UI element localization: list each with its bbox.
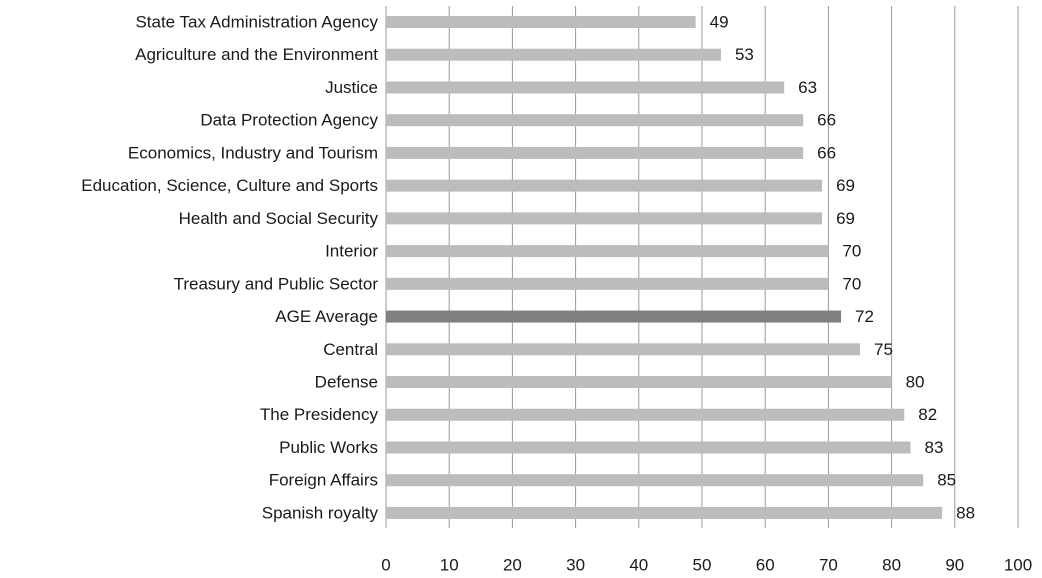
x-tick-label: 40 — [629, 555, 648, 574]
category-label: Spanish royalty — [262, 503, 379, 522]
bar — [386, 212, 823, 225]
category-label: Education, Science, Culture and Sports — [81, 176, 378, 195]
x-tick-label: 80 — [882, 555, 901, 574]
x-tick-label: 50 — [693, 555, 712, 574]
bar — [386, 343, 860, 356]
value-label: 70 — [842, 274, 861, 293]
category-label: State Tax Administration Agency — [135, 12, 378, 31]
value-label: 70 — [842, 242, 861, 261]
bar — [386, 506, 943, 519]
bar — [386, 277, 829, 290]
category-label: Health and Social Security — [179, 209, 379, 228]
value-label: 75 — [874, 340, 893, 359]
x-tick-label: 60 — [756, 555, 775, 574]
x-tick-label: 30 — [566, 555, 585, 574]
bar — [386, 474, 924, 487]
category-label: Foreign Affairs — [269, 471, 378, 490]
category-label: Public Works — [279, 438, 378, 457]
x-tick-label: 70 — [819, 555, 838, 574]
bar — [386, 146, 804, 159]
value-label: 80 — [906, 373, 925, 392]
bar — [386, 376, 892, 389]
x-tick-label: 90 — [945, 555, 964, 574]
bar — [386, 441, 911, 454]
value-label: 83 — [925, 438, 944, 457]
x-tick-label: 100 — [1004, 555, 1032, 574]
category-label: Data Protection Agency — [200, 111, 378, 130]
bar — [386, 114, 804, 127]
value-label: 82 — [918, 405, 937, 424]
category-label: Treasury and Public Sector — [174, 274, 379, 293]
category-label: Interior — [325, 242, 378, 261]
bar — [386, 310, 842, 323]
category-label: AGE Average — [275, 307, 378, 326]
value-label: 88 — [956, 503, 975, 522]
category-label: The Presidency — [260, 405, 379, 424]
category-label: Central — [323, 340, 378, 359]
category-label: Defense — [315, 373, 378, 392]
bar — [386, 48, 721, 61]
category-label: Justice — [325, 78, 378, 97]
category-label: Agriculture and the Environment — [135, 45, 378, 64]
value-label: 63 — [798, 78, 817, 97]
x-tick-label: 20 — [503, 555, 522, 574]
value-label: 66 — [817, 111, 836, 130]
value-label: 69 — [836, 176, 855, 195]
value-label: 49 — [710, 12, 729, 31]
value-label: 85 — [937, 471, 956, 490]
value-label: 69 — [836, 209, 855, 228]
value-label: 53 — [735, 45, 754, 64]
x-tick-label: 10 — [440, 555, 459, 574]
bar — [386, 179, 823, 192]
value-label: 72 — [855, 307, 874, 326]
x-tick-label: 0 — [381, 555, 390, 574]
bar — [386, 81, 785, 94]
bar — [386, 408, 905, 421]
bar — [386, 16, 696, 28]
bar — [386, 245, 829, 258]
value-label: 66 — [817, 143, 836, 162]
category-label: Economics, Industry and Tourism — [128, 143, 378, 162]
